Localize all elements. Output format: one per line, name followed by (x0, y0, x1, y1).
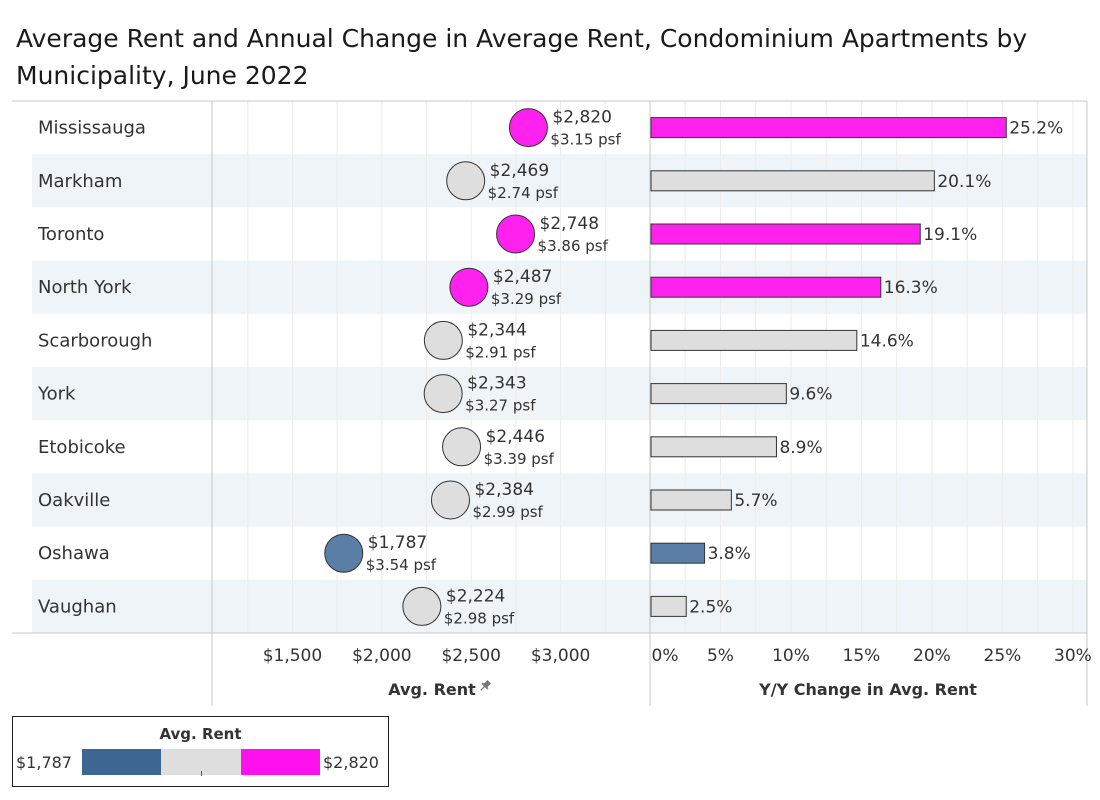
row-band (32, 579, 1087, 633)
yy-change-bar (650, 489, 732, 511)
yy-change-bar (650, 436, 777, 458)
avg-rent-value-label: $2,487 (493, 267, 552, 287)
chart-rows: Mississauga $2,820 $3.15 psf 25.2% Markham $2… (37, 108, 1063, 628)
municipality-label: Etobicoke (38, 437, 126, 458)
municipality-label: Markham (38, 171, 122, 192)
pin-icon (480, 679, 492, 691)
municipality-label: Toronto (37, 224, 104, 245)
row-bands (32, 154, 1087, 633)
legend-color-step (82, 749, 162, 775)
yy-change-axis-title: Y/Y Change in Avg. Rent (758, 680, 977, 699)
municipality-label: Oakville (38, 490, 110, 511)
avg-rent-value-label: $2,343 (467, 374, 526, 394)
yy-change-value-label: 2.5% (689, 597, 732, 617)
yy-change-bar (650, 223, 921, 245)
avg-rent-axis-title: Avg. Rent (388, 680, 476, 699)
yy-change-bar (650, 329, 858, 351)
psf-value-label: $3.29 psf (491, 290, 562, 308)
avg-rent-value-label: $2,446 (486, 427, 545, 447)
avg-rent-dot (446, 161, 486, 201)
legend-min-label: $1,787 (16, 753, 72, 772)
yy-change-bar (650, 276, 882, 298)
psf-value-label: $3.15 psf (550, 131, 621, 149)
yy-change-bar (650, 595, 687, 617)
avg-rent-tick-label: $3,000 (531, 646, 590, 666)
legend-color-ramp (82, 749, 320, 775)
pin-icon-needle (480, 686, 485, 691)
avg-rent-dot (442, 427, 482, 467)
yy-change-value-label: 25.2% (1009, 119, 1063, 139)
avg-rent-value-label: $2,820 (552, 108, 611, 128)
psf-value-label: $3.39 psf (484, 450, 555, 468)
pin-icon-base (481, 682, 489, 690)
avg-rent-dot (324, 533, 364, 573)
avg-rent-value-label: $2,224 (446, 586, 505, 606)
yy-change-value-label: 8.9% (779, 438, 822, 458)
yy-change-tick-label: 20% (913, 646, 951, 666)
avg-rent-dot (430, 480, 470, 520)
yy-change-value-label: 3.8% (708, 544, 751, 564)
yy-change-tick-label: 10% (772, 646, 810, 666)
avg-rent-tick-label: $1,500 (263, 646, 322, 666)
psf-value-label: $3.54 psf (366, 556, 437, 574)
yy-change-bar (650, 170, 935, 192)
avg-rent-tick-label: $2,500 (441, 646, 500, 666)
yy-change-bar (650, 117, 1007, 139)
yy-change-tick-label: 30% (1054, 646, 1092, 666)
yy-change-tick-label: 15% (843, 646, 881, 666)
legend-color-step (240, 749, 320, 775)
yy-change-tick-label: 0% (652, 646, 679, 666)
avg-rent-dot (449, 267, 489, 307)
yy-change-value-label: 20.1% (937, 172, 991, 192)
row-band (32, 260, 1087, 314)
yy-change-value-label: 16.3% (884, 278, 938, 298)
yy-change-value-label: 14.6% (860, 331, 914, 351)
avg-rent-value-label: $2,469 (490, 161, 549, 181)
psf-value-label: $2.74 psf (488, 184, 559, 202)
avg-rent-dot (508, 108, 548, 148)
psf-value-label: $2.99 psf (472, 503, 543, 521)
psf-value-label: $2.91 psf (465, 343, 536, 361)
legend-color-step (161, 749, 241, 775)
legend-max-label: $2,820 (323, 753, 379, 772)
yy-change-tick-label: 25% (984, 646, 1022, 666)
yy-change-value-label: 19.1% (923, 225, 977, 245)
yy-change-tick-label: 5% (707, 646, 734, 666)
avg-rent-dot (402, 586, 442, 626)
municipality-label: Scarborough (38, 330, 152, 351)
row-band (32, 473, 1087, 527)
color-legend: Avg. Rent $1,787 $2,820 (12, 716, 389, 787)
chart-frame (12, 100, 1088, 706)
axes: $1,500 $2,000 $2,500 $3,000 0% 5% 10% 15% 20% 25%… (263, 646, 1092, 699)
psf-value-label: $3.27 psf (465, 397, 536, 415)
legend-title: Avg. Rent (159, 725, 242, 743)
municipality-label: Mississauga (38, 118, 146, 139)
avg-rent-value-label: $2,748 (540, 214, 599, 234)
avg-rent-value-label: $1,787 (368, 533, 427, 553)
municipality-label: Vaughan (38, 596, 117, 617)
municipality-label: North York (38, 277, 132, 298)
avg-rent-tick-label: $2,000 (352, 646, 411, 666)
row-band (32, 367, 1087, 421)
psf-value-label: $3.86 psf (538, 237, 609, 255)
avg-rent-value-label: $2,384 (474, 480, 533, 500)
chart-title: Average Rent and Annual Change in Averag… (16, 24, 1028, 90)
municipality-label: Oshawa (38, 543, 110, 564)
yy-change-bar (650, 542, 706, 564)
chart-canvas: Mississauga $2,820 $3.15 psf 25.2% Markham $2… (12, 100, 1092, 706)
yy-change-value-label: 9.6% (789, 385, 832, 405)
psf-value-label: $2.98 psf (444, 609, 515, 627)
avg-rent-dot (496, 214, 536, 254)
municipality-label: York (37, 384, 76, 405)
yy-change-bar (650, 383, 787, 405)
avg-rent-dot (423, 320, 463, 360)
yy-change-value-label: 5.7% (734, 491, 777, 511)
legend-tick (201, 771, 202, 776)
avg-rent-dot (423, 374, 463, 414)
avg-rent-value-label: $2,344 (467, 320, 526, 340)
